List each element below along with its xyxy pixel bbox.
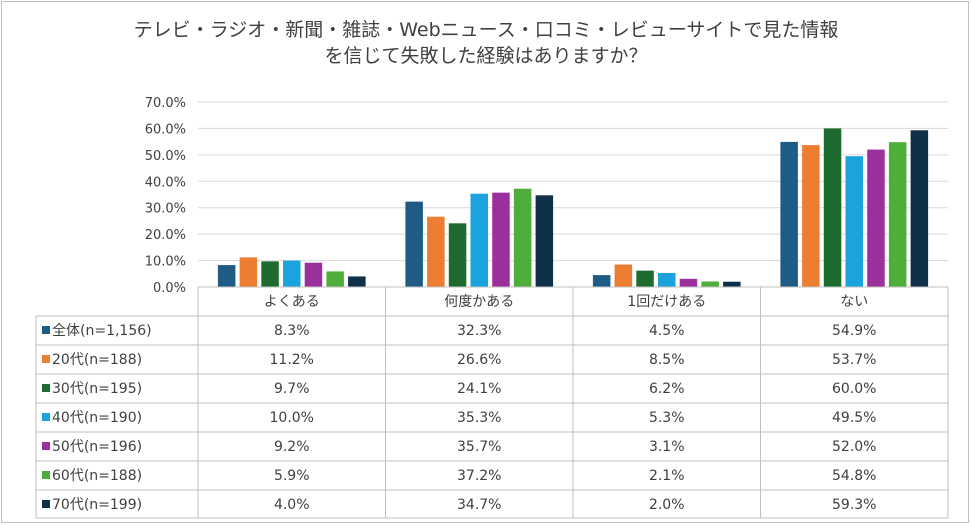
data-label: 8.3%: [274, 323, 310, 339]
bar: [679, 278, 698, 287]
bar: [427, 216, 445, 287]
data-label: 24.1%: [457, 381, 501, 397]
data-label: 10.0%: [270, 410, 314, 426]
y-tick-label: 50.0%: [145, 149, 186, 164]
data-label: 11.2%: [270, 352, 314, 368]
category-label: よくある: [264, 294, 320, 310]
bar: [802, 145, 820, 287]
bar: [326, 271, 344, 287]
data-label: 53.7%: [832, 352, 876, 368]
data-label: 2.1%: [649, 468, 685, 484]
data-label: 26.6%: [457, 352, 501, 368]
y-tick-label: 70.0%: [145, 96, 186, 111]
data-label: 3.1%: [649, 439, 685, 455]
legend-label: 20代(n=188): [52, 352, 142, 368]
y-tick-label: 10.0%: [145, 255, 186, 270]
data-label: 9.2%: [274, 439, 310, 455]
bar: [592, 275, 611, 287]
data-label: 4.0%: [274, 497, 310, 513]
category-label: 1回だけある: [627, 294, 706, 310]
bar: [910, 130, 929, 287]
data-label: 32.3%: [457, 323, 501, 339]
bar: [513, 188, 532, 287]
bar: [701, 281, 719, 287]
bar: [348, 276, 366, 287]
bar: [405, 201, 423, 287]
bar: [823, 128, 842, 287]
legend-label: 70代(n=199): [52, 497, 142, 513]
legend-label: 40代(n=190): [52, 410, 142, 426]
data-label: 8.5%: [649, 352, 685, 368]
y-tick-label: 0.0%: [153, 281, 186, 296]
bar: [217, 265, 236, 287]
bar: [492, 192, 510, 287]
bar: [239, 257, 258, 287]
data-label: 6.2%: [649, 381, 685, 397]
legend-key: [42, 442, 50, 450]
category-label: ない: [840, 294, 868, 310]
data-label: 37.2%: [457, 468, 501, 484]
y-tick-label: 30.0%: [145, 202, 186, 217]
data-label: 35.7%: [457, 439, 501, 455]
bar: [867, 149, 885, 287]
bar: [535, 195, 554, 287]
data-label: 52.0%: [832, 439, 876, 455]
legend-label: 50代(n=196): [52, 439, 142, 455]
chart-title-line2: を信じて失敗した経験はありますか？: [324, 45, 648, 67]
legend-key: [42, 471, 50, 479]
data-label: 60.0%: [832, 381, 876, 397]
legend-key: [42, 500, 50, 508]
bar: [888, 142, 907, 287]
data-label: 5.3%: [649, 410, 685, 426]
data-label: 5.9%: [274, 468, 310, 484]
bar: [304, 262, 323, 287]
legend-key: [42, 355, 50, 363]
y-tick-label: 60.0%: [145, 122, 186, 137]
y-tick-label: 20.0%: [145, 228, 186, 243]
bar: [614, 264, 633, 287]
data-label: 2.0%: [649, 497, 685, 513]
legend-label: 60代(n=188): [52, 468, 142, 484]
bar: [658, 272, 676, 287]
data-label: 54.9%: [832, 323, 876, 339]
bar: [283, 260, 301, 287]
bar: [780, 141, 798, 287]
data-label: 49.5%: [832, 410, 876, 426]
bar: [723, 281, 741, 287]
bar: [448, 223, 467, 287]
y-tick-label: 40.0%: [145, 175, 186, 190]
legend-key: [42, 326, 50, 334]
data-label: 34.7%: [457, 497, 501, 513]
bar: [261, 261, 279, 287]
bar: [470, 193, 488, 287]
legend-label: 30代(n=195): [52, 381, 142, 397]
data-label: 9.7%: [274, 381, 310, 397]
legend-key: [42, 413, 50, 421]
legend-key: [42, 384, 50, 392]
data-label: 35.3%: [457, 410, 501, 426]
data-label: 4.5%: [649, 323, 685, 339]
category-label: 何度かある: [444, 294, 514, 310]
chart-title-line1: テレビ・ラジオ・新聞・雑誌・Webニュース・口コミ・レビューサイトで見た情報: [133, 19, 839, 41]
bar: [636, 270, 654, 287]
data-label: 54.8%: [832, 468, 876, 484]
data-label: 59.3%: [832, 497, 876, 513]
legend-label: 全体(n=1,156): [52, 322, 152, 339]
bar: [845, 156, 863, 287]
